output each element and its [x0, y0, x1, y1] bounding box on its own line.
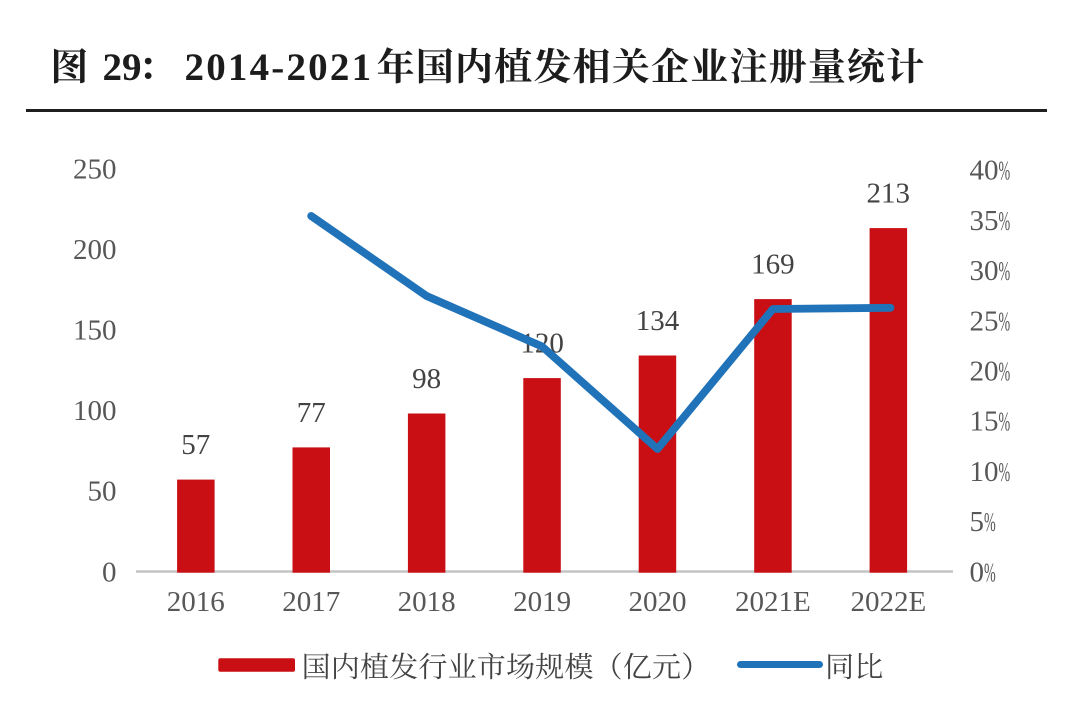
- svg-text:30: 30: [970, 255, 999, 287]
- svg-text:%: %: [999, 206, 1011, 236]
- svg-text:2019: 2019: [513, 586, 571, 618]
- svg-text:2021E: 2021E: [735, 586, 811, 618]
- svg-text:%: %: [999, 457, 1011, 487]
- svg-text:%: %: [999, 357, 1011, 387]
- svg-text:0: 0: [970, 556, 985, 588]
- svg-text:150: 150: [73, 315, 117, 347]
- svg-text:250: 250: [73, 153, 117, 185]
- svg-text:2016: 2016: [167, 586, 225, 618]
- svg-text:213: 213: [867, 178, 911, 210]
- svg-text:%: %: [999, 407, 1011, 437]
- svg-text:%: %: [999, 156, 1011, 186]
- svg-text:%: %: [984, 557, 996, 587]
- svg-text:2018: 2018: [398, 586, 456, 618]
- svg-text:35: 35: [970, 205, 999, 237]
- svg-text:%: %: [984, 507, 996, 537]
- svg-text:29: 29: [103, 46, 142, 89]
- svg-text:100: 100: [73, 395, 117, 427]
- svg-text:2020: 2020: [629, 586, 687, 618]
- svg-text:25: 25: [970, 305, 999, 337]
- svg-text:5: 5: [970, 506, 985, 538]
- svg-text:2014-2021: 2014-2021: [185, 46, 374, 89]
- svg-text:50: 50: [88, 476, 117, 508]
- svg-text:%: %: [999, 256, 1011, 286]
- svg-text:98: 98: [412, 363, 441, 395]
- svg-text:2017: 2017: [282, 586, 340, 618]
- svg-text:0: 0: [102, 556, 117, 588]
- svg-text:20: 20: [970, 356, 999, 388]
- svg-text:%: %: [999, 306, 1011, 336]
- svg-text:134: 134: [636, 305, 680, 337]
- svg-text:57: 57: [181, 429, 210, 461]
- svg-text:15: 15: [970, 406, 999, 438]
- svg-text:10: 10: [970, 456, 999, 488]
- svg-text:40: 40: [970, 155, 999, 187]
- svg-text:2022E: 2022E: [850, 586, 926, 618]
- svg-text:169: 169: [751, 249, 795, 281]
- svg-text:200: 200: [73, 234, 117, 266]
- svg-text:77: 77: [297, 397, 326, 429]
